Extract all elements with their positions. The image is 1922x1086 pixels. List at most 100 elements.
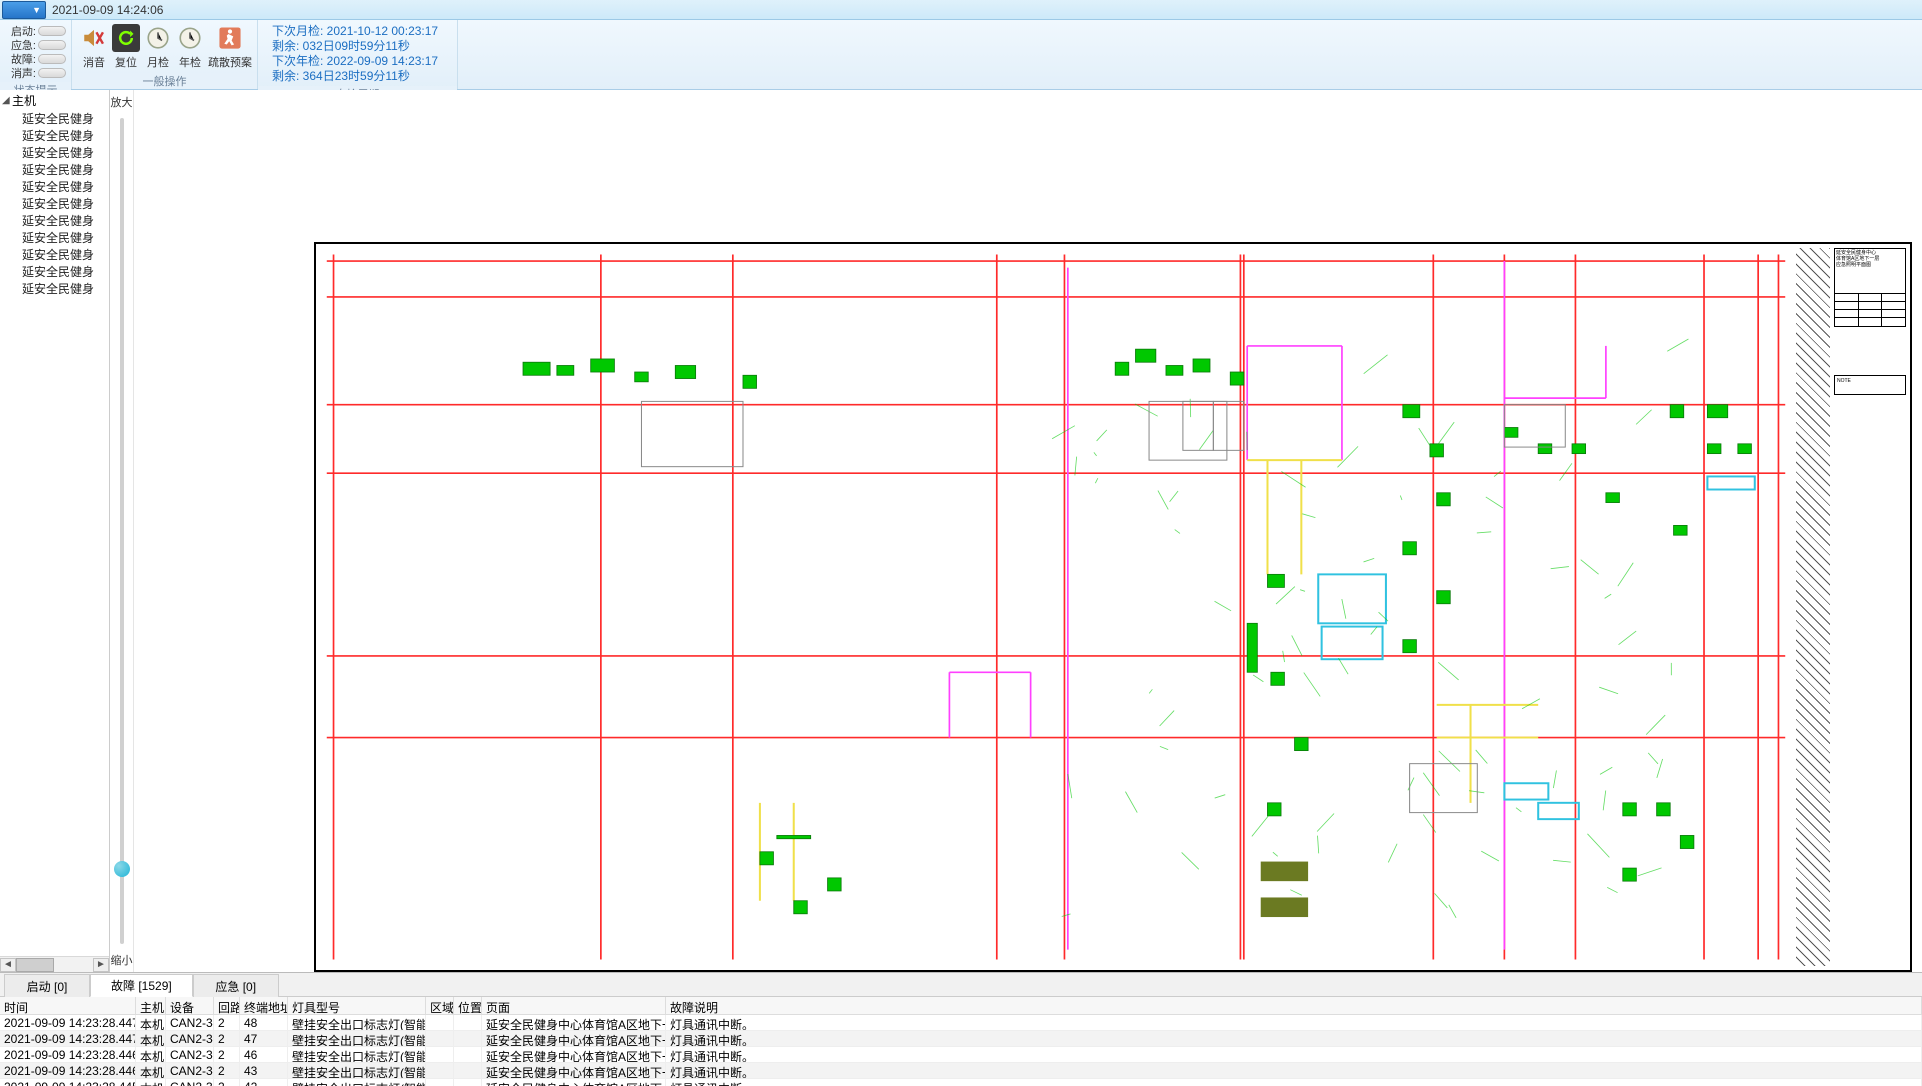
table-cell: 延安全民健身中心体育馆A区地下一层 (482, 1063, 666, 1078)
next-year-check: 下次年检: 2022-09-09 14:23:17 (272, 54, 438, 69)
table-row[interactable]: 2021-09-09 14:23:28.447本机CAN2-34247壁挂安全出… (0, 1031, 1922, 1047)
table-cell: 2021-09-09 14:23:28.446 (0, 1047, 136, 1062)
tree-horizontal-scrollbar[interactable]: ◄ ► (0, 956, 109, 972)
reset-icon (112, 24, 140, 52)
scroll-left-icon[interactable]: ◄ (0, 958, 16, 972)
scrollbar-thumb[interactable] (16, 958, 54, 972)
status-indicator-column: 启动: 应急: 故障: 消声: (6, 22, 66, 80)
tree-item[interactable]: 延安全民健身 (0, 213, 109, 230)
table-cell (454, 1031, 482, 1046)
plan-title-block: 延安全民健身中心体育馆A区地下一层应急照明平面图 NOTE (1834, 248, 1906, 395)
table-cell (426, 1031, 454, 1046)
table-cell: CAN2-34 (166, 1047, 214, 1062)
table-cell: 46 (240, 1047, 288, 1062)
table-cell: 壁挂安全出口标志灯(智能型) (288, 1015, 426, 1030)
table-cell: 2 (214, 1047, 240, 1062)
table-cell: 延安全民健身中心体育馆A区地下一层 (482, 1015, 666, 1030)
table-row[interactable]: 2021-09-09 14:23:28.447本机CAN2-34248壁挂安全出… (0, 1015, 1922, 1031)
tree-item[interactable]: 延安全民健身 (0, 281, 109, 298)
clock-icon (176, 24, 204, 52)
zoom-in-label: 放大 (111, 94, 133, 110)
month-check-label: 月检 (147, 54, 169, 70)
app-menu-dropdown[interactable]: ▼ (2, 1, 46, 19)
plan-hatch-strip (1796, 248, 1830, 966)
year-remaining: 剩余: 364日23时59分11秒 (272, 69, 438, 84)
table-cell (454, 1047, 482, 1062)
table-cell (454, 1063, 482, 1078)
tree-item[interactable]: 延安全民健身 (0, 111, 109, 128)
col-loop: 回路 (214, 997, 240, 1014)
title-bar: ▼ 2021-09-09 14:24:06 (0, 0, 1922, 20)
event-tabs: 启动 [0]故障 [1529]应急 [0] (0, 973, 1922, 997)
table-row[interactable]: 2021-09-09 14:23:28.446本机CAN2-34243壁挂安全出… (0, 1063, 1922, 1079)
chevron-down-icon: ▼ (32, 5, 41, 15)
table-cell: 42 (240, 1079, 288, 1086)
selfcheck-info: 下次月检: 2021-10-12 00:23:17 剩余: 032日09时59分… (264, 22, 446, 84)
running-person-icon (216, 24, 244, 52)
col-time: 时间 (0, 997, 136, 1014)
table-cell: 本机 (136, 1047, 166, 1062)
event-table-body: 2021-09-09 14:23:28.447本机CAN2-34248壁挂安全出… (0, 1015, 1922, 1086)
zoom-slider[interactable]: 放大 缩小 (110, 90, 134, 972)
status-pill-silence (38, 68, 66, 78)
evacuation-plan-label: 疏散预案 (208, 54, 252, 70)
plan-frame: 延安全民健身中心体育馆A区地下一层应急照明平面图 NOTE (314, 242, 1912, 972)
table-cell: 47 (240, 1031, 288, 1046)
table-cell: 本机 (136, 1079, 166, 1086)
table-cell: 壁挂安全出口标志灯(智能型) (288, 1047, 426, 1062)
table-cell: 本机 (136, 1063, 166, 1078)
month-remaining: 剩余: 032日09时59分11秒 (272, 39, 438, 54)
tree-root[interactable]: ◢ 主机 (0, 90, 109, 111)
table-cell: 2021-09-09 14:23:28.446 (0, 1063, 136, 1078)
table-cell: 2021-09-09 14:23:28.447 (0, 1031, 136, 1046)
tree-item[interactable]: 延安全民健身 (0, 264, 109, 281)
scroll-right-icon[interactable]: ► (93, 958, 109, 972)
event-tab[interactable]: 故障 [1529] (90, 974, 193, 997)
tree-item[interactable]: 延安全民健身 (0, 128, 109, 145)
table-cell: 2 (214, 1079, 240, 1086)
mute-button[interactable]: 消音 (80, 22, 108, 70)
table-cell: CAN2-34 (166, 1079, 214, 1086)
evacuation-plan-button[interactable]: 疏散预案 (208, 22, 252, 70)
tree-item[interactable]: 延安全民健身 (0, 179, 109, 196)
table-cell: 2021-09-09 14:23:28.447 (0, 1015, 136, 1030)
zoom-thumb[interactable] (114, 861, 130, 877)
tree-root-label: 主机 (12, 92, 36, 109)
table-cell: 43 (240, 1063, 288, 1078)
table-cell: 2 (214, 1031, 240, 1046)
col-pos: 位置 (454, 997, 482, 1014)
tree-item[interactable]: 延安全民健身 (0, 145, 109, 162)
clock-icon (144, 24, 172, 52)
table-cell: 灯具通讯中断。 (666, 1063, 1922, 1078)
scrollbar-track[interactable] (16, 958, 93, 972)
table-row[interactable]: 2021-09-09 14:23:28.445本机CAN2-34242壁挂安全出… (0, 1079, 1922, 1086)
month-check-button[interactable]: 月检 (144, 22, 172, 70)
plan-drawing (320, 248, 1792, 966)
reset-button-label: 复位 (115, 54, 137, 70)
event-tab[interactable]: 应急 [0] (193, 974, 279, 997)
tree-item[interactable]: 延安全民健身 (0, 230, 109, 247)
event-tab[interactable]: 启动 [0] (4, 974, 90, 997)
zoom-track[interactable] (120, 118, 124, 944)
table-cell (426, 1079, 454, 1086)
floorplan-canvas[interactable]: 延安全民健身中心体育馆A区地下一层应急照明平面图 NOTE (134, 90, 1922, 972)
tree-item[interactable]: 延安全民健身 (0, 196, 109, 213)
year-check-button[interactable]: 年检 (176, 22, 204, 70)
table-row[interactable]: 2021-09-09 14:23:28.446本机CAN2-34246壁挂安全出… (0, 1047, 1922, 1063)
col-desc: 故障说明 (666, 997, 1922, 1014)
col-model: 灯具型号 (288, 997, 426, 1014)
event-table-header: 时间 主机 设备 回路 终端地址 灯具型号 区域 位置 页面 故障说明 (0, 997, 1922, 1015)
table-cell: 2 (214, 1015, 240, 1030)
tree-item[interactable]: 延安全民健身 (0, 162, 109, 179)
table-cell: CAN2-34 (166, 1015, 214, 1030)
table-cell (426, 1047, 454, 1062)
reset-button[interactable]: 复位 (112, 22, 140, 70)
next-month-check: 下次月检: 2021-10-12 00:23:17 (272, 24, 438, 39)
col-host: 主机 (136, 997, 166, 1014)
status-pill-start (38, 26, 66, 36)
tree-item[interactable]: 延安全民健身 (0, 247, 109, 264)
tree-items: 延安全民健身延安全民健身延安全民健身延安全民健身延安全民健身延安全民健身延安全民… (0, 111, 109, 956)
table-cell: 灯具通讯中断。 (666, 1047, 1922, 1062)
table-cell: CAN2-34 (166, 1031, 214, 1046)
col-addr: 终端地址 (240, 997, 288, 1014)
